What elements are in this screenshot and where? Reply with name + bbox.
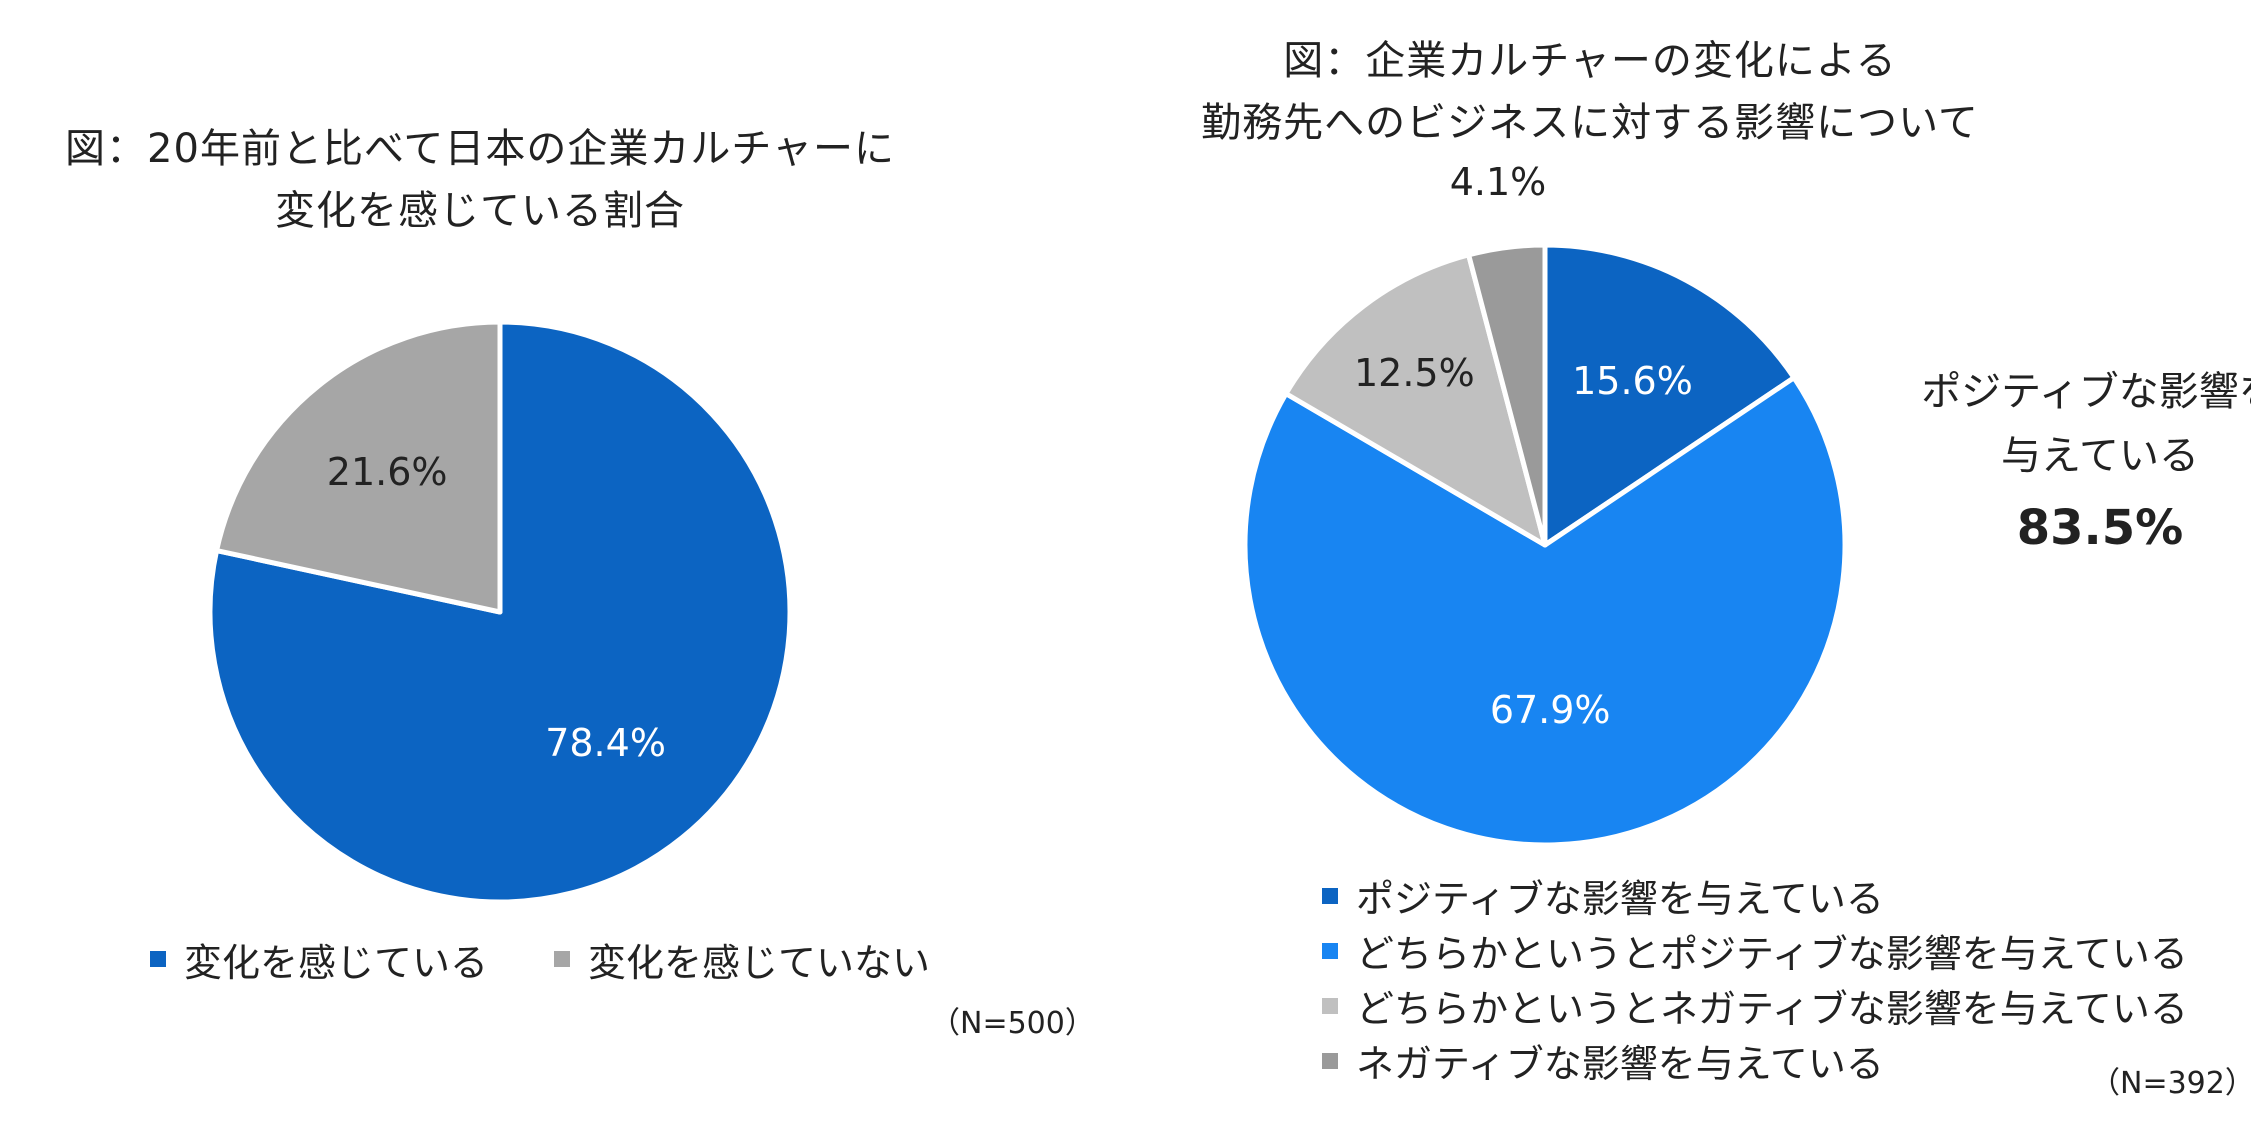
legend-label: ネガティブな影響を与えている xyxy=(1356,1042,1884,1086)
chart2-title: 図：企業カルチャーの変化による 勤務先へのビジネスに対する影響について xyxy=(1140,30,2040,154)
chart1-slice-2-label: 21.6% xyxy=(327,450,448,494)
chart1-slice-2 xyxy=(214,319,503,615)
legend-label: どちらかというとポジティブな影響を与えている xyxy=(1356,932,2188,976)
legend-label: どちらかというとネガティブな影響を与えている xyxy=(1356,987,2188,1031)
callout-line2: 与えている xyxy=(2001,433,2199,479)
chart2-slice-3-label: 12.5% xyxy=(1354,351,1475,395)
legend-item: ネガティブな影響を与えている xyxy=(1322,1033,2188,1088)
chart2-legend: ポジティブな影響を与えている どちらかというとポジティブな影響を与えている どち… xyxy=(1322,868,2188,1088)
chart2-slice-2 xyxy=(1242,375,1848,848)
legend-label: ポジティブな影響を与えている xyxy=(1356,877,1884,921)
chart2-sample-note: （N=392） xyxy=(2090,1066,2251,1101)
legend-swatch xyxy=(1322,1052,1338,1069)
chart1-title-line1: 図：20年前と比べて日本の企業カルチャーに xyxy=(65,126,895,172)
chart1-sample-note: （N=500） xyxy=(930,1006,1095,1041)
legend-swatch xyxy=(1322,997,1338,1014)
legend-item: どちらかというとポジティブな影響を与えている xyxy=(1322,923,2188,978)
chart1-title-line2: 変化を感じている割合 xyxy=(275,188,685,234)
legend-item: 変化を感じている xyxy=(150,930,488,988)
legend-label: 変化を感じていない xyxy=(588,940,931,985)
chart2-slice-1 xyxy=(1542,242,1797,548)
chart1-legend: 変化を感じている 変化を感じていない xyxy=(150,930,930,988)
legend-swatch xyxy=(150,951,166,967)
chart2-slice-4-label: 4.1% xyxy=(1450,160,1547,204)
legend-item: 変化を感じていない xyxy=(554,930,930,988)
legend-item: どちらかというとネガティブな影響を与えている xyxy=(1322,978,2188,1033)
callout-value: 83.5% xyxy=(2016,500,2184,556)
legend-swatch xyxy=(1322,942,1338,959)
legend-swatch xyxy=(1322,887,1338,904)
chart2-slice-3 xyxy=(1283,252,1548,548)
chart2-slice-2-label: 67.9% xyxy=(1490,688,1611,732)
chart2-slice-4 xyxy=(1466,242,1548,548)
legend-label: 変化を感じている xyxy=(184,940,489,985)
chart2-slice-1-label: 15.6% xyxy=(1572,359,1693,403)
positive-callout: ポジティブな影響を 与えている 83.5% xyxy=(1810,360,2251,568)
chart2-title-line2: 勤務先へのビジネスに対する影響について xyxy=(1201,100,1979,146)
callout-line1: ポジティブな影響を xyxy=(1921,369,2251,415)
chart2-title-line1: 図：企業カルチャーの変化による xyxy=(1283,38,1897,84)
legend-swatch xyxy=(554,951,571,967)
chart1-slice-1-label: 78.4% xyxy=(545,721,666,765)
legend-item: ポジティブな影響を与えている xyxy=(1322,868,2188,923)
chart1-title: 図：20年前と比べて日本の企業カルチャーに 変化を感じている割合 xyxy=(30,118,930,242)
